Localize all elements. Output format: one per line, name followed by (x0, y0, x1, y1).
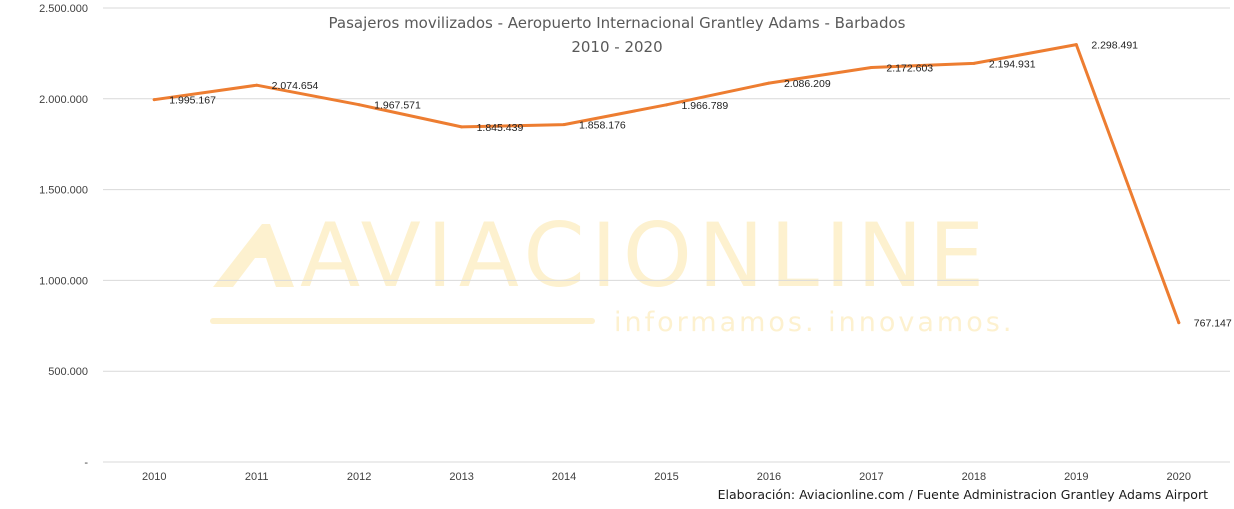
data-label: 1.966.789 (682, 100, 729, 112)
watermark-tagline: informamos. innovamos. (614, 307, 1014, 338)
data-point (357, 103, 361, 107)
data-point (562, 123, 566, 127)
data-label: 1.845.439 (477, 122, 524, 134)
x-tick-label: 2010 (142, 471, 166, 483)
data-point (665, 103, 668, 107)
y-tick-label: 1.000.000 (39, 275, 88, 287)
data-point (972, 61, 976, 65)
data-label: 2.172.603 (886, 62, 933, 74)
data-point (460, 125, 464, 129)
x-tick-label: 2014 (552, 471, 576, 483)
x-tick-label: 2018 (962, 471, 986, 483)
gridlines (103, 7, 1230, 463)
x-tick-label: 2013 (449, 471, 473, 483)
data-point (869, 65, 873, 69)
chart-title: Pasajeros movilizados - Aeropuerto Inter… (329, 14, 906, 32)
data-label: 1.995.167 (169, 95, 216, 107)
watermark: AVIACIONLINE informamos. innovamos. (210, 204, 1014, 338)
data-point (1177, 321, 1181, 325)
y-tick-label: 2.000.000 (39, 94, 88, 106)
y-axis-ticks: - 500.000 1.000.000 1.500.000 2.000.000 2.500… (39, 3, 88, 469)
x-tick-label: 2020 (1167, 471, 1191, 483)
data-label: 2.194.931 (989, 58, 1036, 70)
x-tick-label: 2019 (1064, 471, 1088, 483)
data-label: 767.147 (1194, 318, 1232, 330)
x-tick-label: 2011 (245, 471, 269, 483)
x-tick-label: 2017 (859, 471, 883, 483)
watermark-bar (210, 318, 595, 324)
data-point (255, 83, 259, 87)
data-labels: 1.995.167 2.074.654 1.967.571 1.845.439 1.85… (169, 40, 1232, 330)
watermark-plane-icon (213, 224, 294, 287)
y-tick-label: 500.000 (48, 366, 88, 378)
y-tick-label: 1.500.000 (39, 185, 88, 197)
watermark-brand: AVIACIONLINE (300, 204, 990, 307)
data-label: 1.967.571 (374, 100, 421, 112)
y-tick-label: 2.500.000 (39, 3, 88, 15)
y-tick-label: - (84, 457, 88, 469)
data-label: 2.086.209 (784, 78, 831, 90)
x-axis-ticks: 2010 2011 2012 2013 2014 2015 2016 2017 2018 2019… (142, 471, 1191, 483)
x-tick-label: 2016 (757, 471, 781, 483)
data-point (1074, 43, 1078, 47)
data-point (767, 81, 771, 85)
chart-subtitle: 2010 - 2020 (571, 38, 662, 56)
data-point (152, 98, 156, 102)
source-credit: Elaboración: Aviacionline.com / Fuente A… (718, 487, 1208, 502)
data-label: 2.298.491 (1091, 40, 1138, 52)
x-tick-label: 2012 (347, 471, 371, 483)
data-label: 1.858.176 (579, 120, 626, 132)
x-tick-label: 2015 (654, 471, 678, 483)
data-label: 2.074.654 (272, 80, 319, 92)
series-line-group (152, 43, 1181, 325)
